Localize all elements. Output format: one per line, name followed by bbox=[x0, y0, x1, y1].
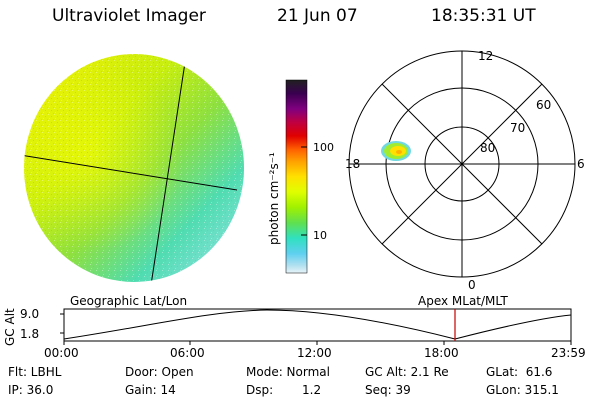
polar-plot: 12 18 6 0 60 70 80 bbox=[345, 49, 585, 292]
mlat-label-70: 70 bbox=[510, 121, 525, 135]
mlt-label-0: 0 bbox=[468, 278, 476, 292]
time-label: 18:35:31 UT bbox=[431, 6, 536, 26]
gain-readout: Gain: 14 bbox=[125, 383, 176, 397]
x-tick-label: 12:00 bbox=[297, 346, 332, 360]
y-tick-label-1: 1.8 bbox=[20, 327, 39, 341]
altitude-curve bbox=[63, 309, 572, 340]
altitude-plot-frame bbox=[63, 308, 572, 342]
geo-latlon-title: Geographic Lat/Lon bbox=[70, 294, 187, 308]
uv-earth-image bbox=[24, 54, 244, 282]
dsp-value: 1.2 bbox=[302, 383, 322, 397]
latitude-line bbox=[24, 154, 238, 191]
colorbar: 100 10 photon cm⁻²s⁻¹ bbox=[267, 79, 334, 274]
mlt-label-18: 18 bbox=[345, 157, 360, 171]
gc-alt-readout: GC Alt: 2.1 Re bbox=[365, 365, 449, 379]
x-tick-label: 18:00 bbox=[424, 346, 459, 360]
glat-readout: GLat: 61.6 bbox=[486, 365, 553, 379]
ip-readout: IP: 36.0 bbox=[8, 383, 54, 397]
glon-readout: GLon: 315.1 bbox=[486, 383, 559, 397]
mlt-label-12: 12 bbox=[478, 49, 493, 63]
mode-readout: Mode: Normal bbox=[246, 365, 330, 379]
colorbar-tick-label-100: 100 bbox=[313, 141, 334, 154]
app-title: Ultraviolet Imager bbox=[52, 6, 206, 26]
y-axis-label: GC Alt bbox=[3, 308, 17, 346]
apex-mlat-title: Apex MLat/MLT bbox=[418, 294, 508, 308]
colorbar-unit-label: photon cm⁻²s⁻¹ bbox=[267, 152, 281, 245]
filter-readout: Flt: LBHL bbox=[8, 365, 62, 379]
y-tick-label-9: 9.0 bbox=[20, 307, 39, 321]
x-tick-label: 00:00 bbox=[44, 346, 79, 360]
door-readout: Door: Open bbox=[125, 365, 194, 379]
polar-diagonal-2 bbox=[381, 83, 543, 245]
mlt-label-6: 6 bbox=[577, 157, 585, 171]
meridian-line bbox=[150, 55, 187, 282]
colorbar-tick-label-10: 10 bbox=[313, 229, 327, 242]
seq-readout: Seq: 39 bbox=[365, 383, 411, 397]
x-tick-label: 06:00 bbox=[170, 346, 205, 360]
aurora-patch bbox=[381, 141, 411, 161]
altitude-panel: Geographic Lat/Lon Apex MLat/MLT 9.0 1.8… bbox=[3, 294, 586, 360]
dsp-label: Dsp: bbox=[246, 383, 274, 397]
mlat-label-60: 60 bbox=[536, 98, 551, 112]
date-label: 21 Jun 07 bbox=[277, 6, 358, 26]
mlat-label-80: 80 bbox=[480, 141, 495, 155]
x-tick-label: 23:59 bbox=[551, 346, 586, 360]
